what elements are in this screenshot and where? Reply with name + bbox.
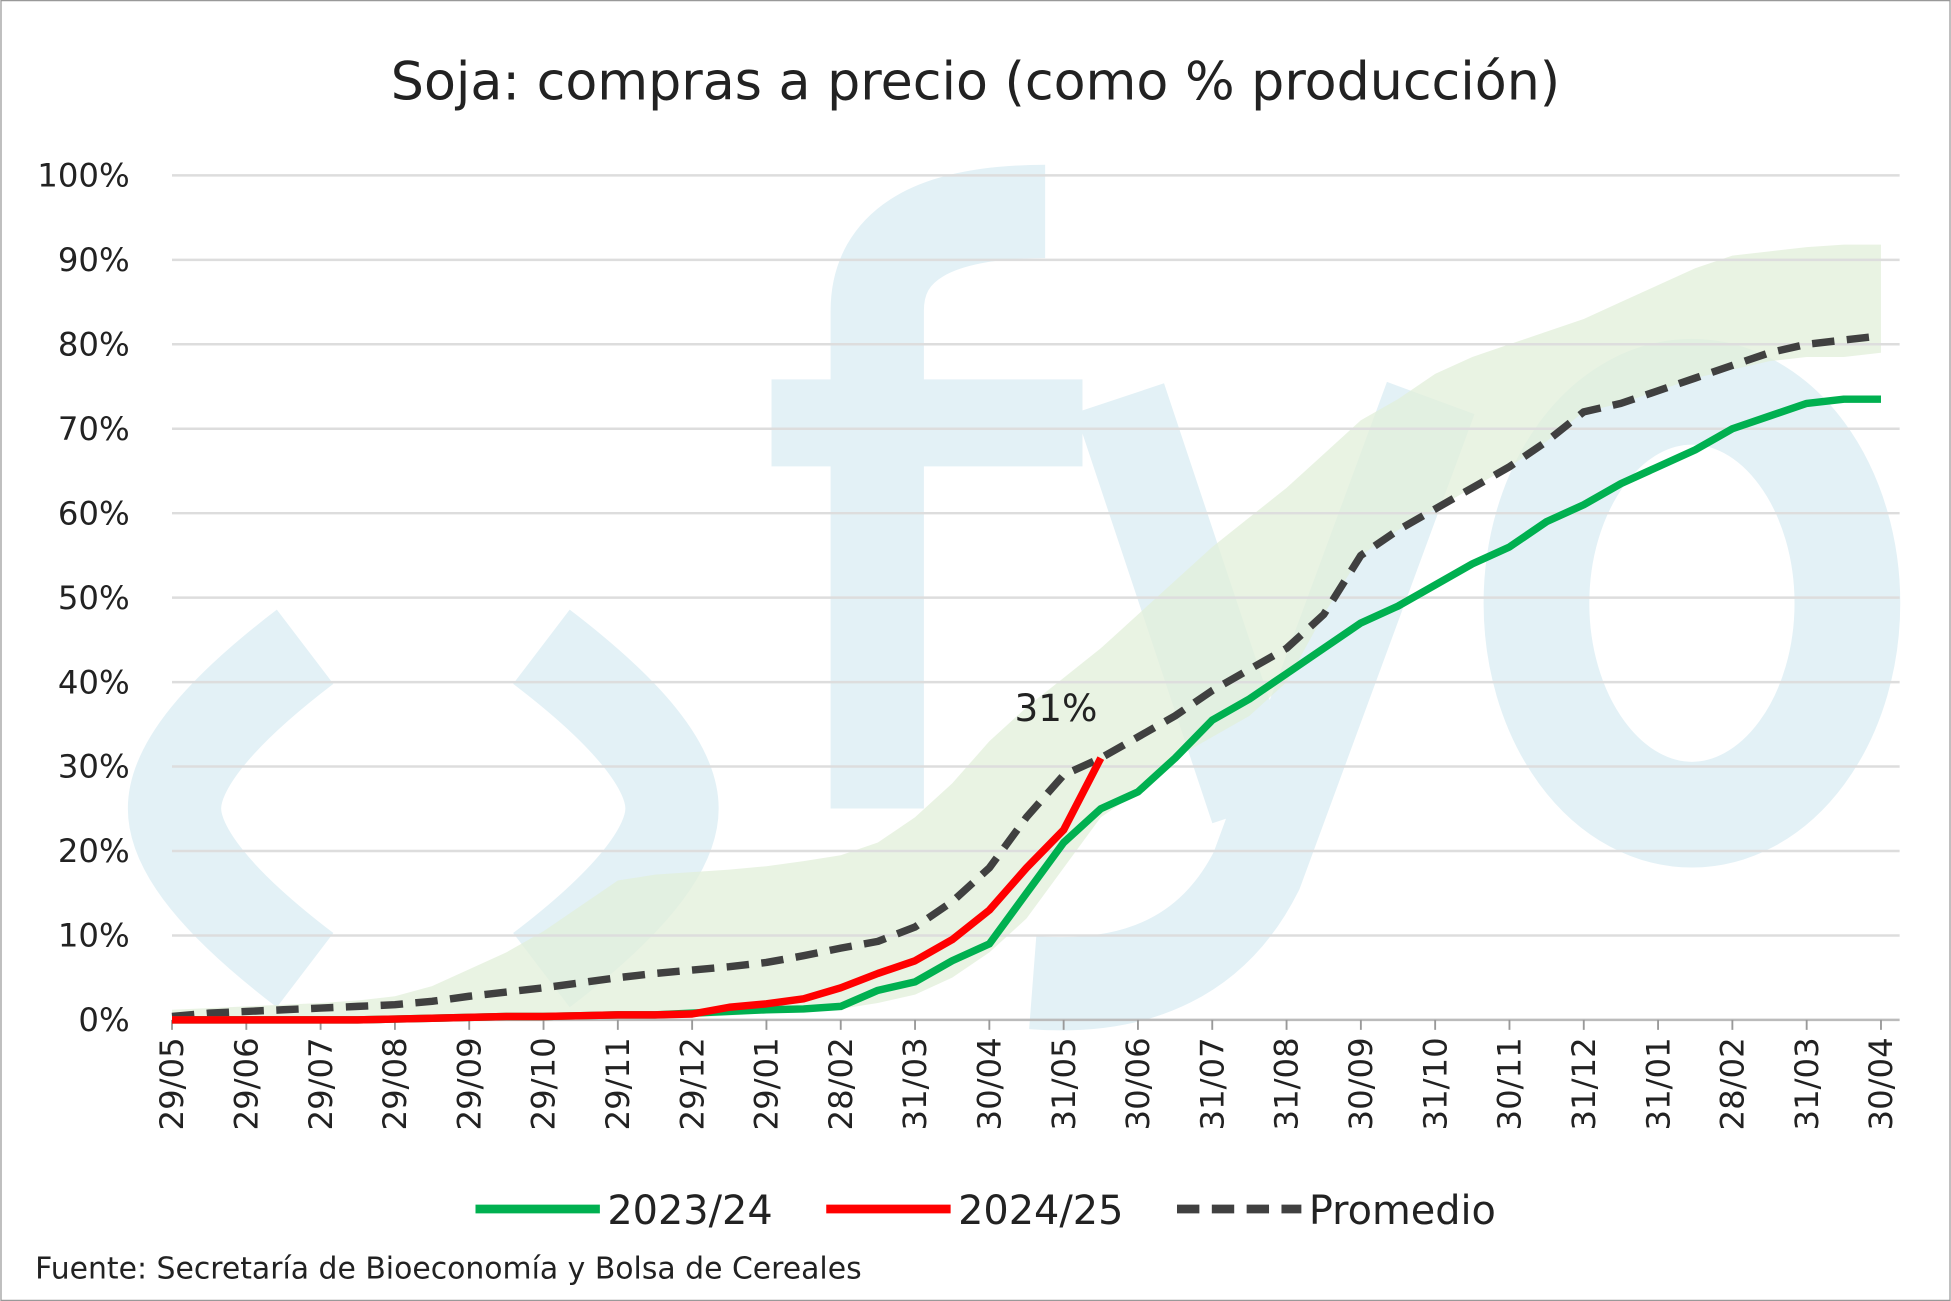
y-tick-label: 80%: [58, 325, 130, 363]
x-tick-label: 29/06: [228, 1037, 266, 1130]
y-tick-label: 90%: [58, 241, 130, 279]
x-tick-label: 29/10: [525, 1037, 563, 1130]
x-tick-label: 31/08: [1268, 1037, 1306, 1130]
x-tick-label: 31/05: [1045, 1037, 1083, 1130]
source-note: Fuente: Secretaría de Bioeconomía y Bols…: [35, 1252, 861, 1287]
x-tick-label: 31/12: [1565, 1037, 1603, 1130]
y-tick-label: 0%: [78, 1001, 129, 1039]
x-tick-label: 30/06: [1119, 1037, 1157, 1130]
x-tick-label: 30/11: [1491, 1037, 1529, 1130]
x-tick-label: 31/01: [1639, 1037, 1677, 1130]
x-tick-label: 29/08: [376, 1037, 414, 1130]
legend-label: 2023/24: [607, 1188, 772, 1234]
x-tick-label: 29/09: [450, 1037, 488, 1130]
x-tick-label: 31/03: [1788, 1037, 1826, 1130]
chart-title: Soja: compras a precio (como % producció…: [391, 53, 1560, 113]
y-tick-label: 60%: [58, 494, 130, 532]
x-tick-label: 29/01: [748, 1037, 786, 1130]
y-tick-label: 50%: [58, 579, 130, 617]
y-tick-label: 100%: [37, 157, 129, 195]
x-tick-label: 29/07: [302, 1037, 340, 1130]
y-tick-label: 70%: [58, 410, 130, 448]
series-line: [172, 756, 1105, 1024]
y-tick-label: 40%: [58, 663, 130, 701]
x-tick-label: 30/04: [1862, 1037, 1900, 1130]
series-line: [171, 332, 1882, 1021]
data-label: 31%: [1015, 686, 1098, 730]
x-tick-label: 31/03: [896, 1037, 934, 1130]
x-tick-label: 29/05: [153, 1037, 191, 1130]
x-tick-label: 31/07: [1193, 1037, 1231, 1130]
y-tick-label: 10%: [58, 917, 130, 955]
x-tick-label: 28/02: [1714, 1037, 1752, 1130]
x-tick-label: 31/10: [1416, 1037, 1454, 1130]
x-tick-label: 29/12: [673, 1037, 711, 1130]
x-tick-label: 28/02: [822, 1037, 860, 1130]
legend-label: Promedio: [1309, 1188, 1496, 1234]
y-tick-label: 20%: [58, 832, 130, 870]
range-band: [172, 244, 1881, 1020]
y-tick-label: 30%: [58, 748, 130, 786]
legend-label: 2024/25: [958, 1188, 1123, 1234]
x-tick-label: 30/04: [971, 1037, 1009, 1130]
x-tick-label: 29/11: [599, 1037, 637, 1130]
x-tick-label: 30/09: [1342, 1037, 1380, 1130]
